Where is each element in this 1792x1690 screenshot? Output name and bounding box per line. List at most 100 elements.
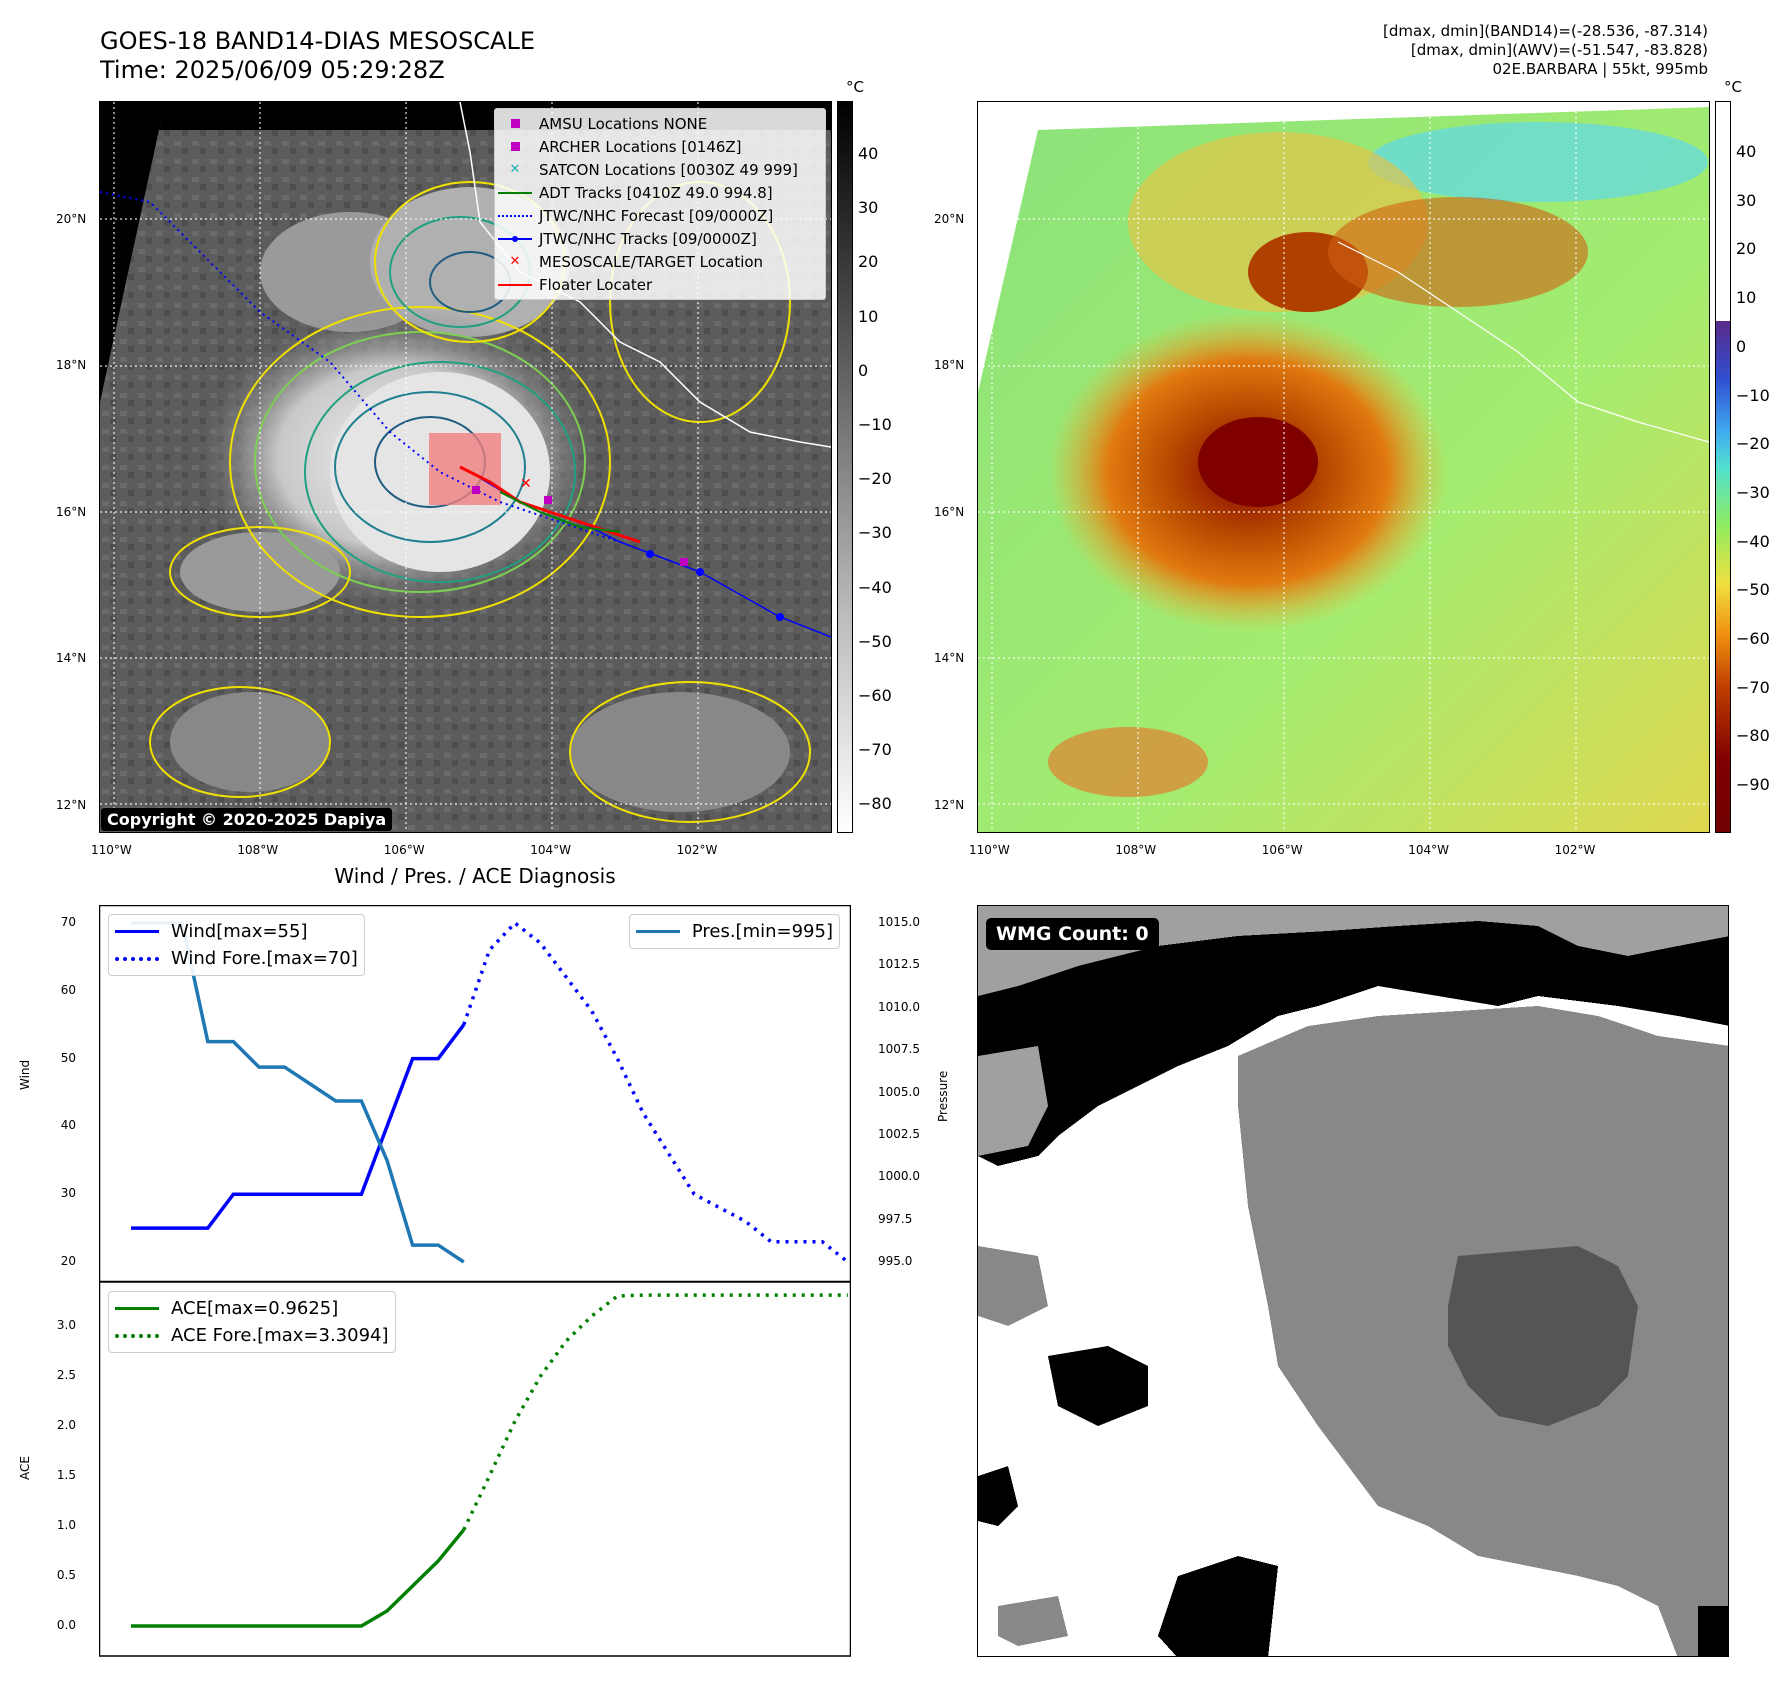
lat-tick-label: 12°N (934, 797, 965, 812)
pressure-tick-label: 1002.5 (878, 1126, 920, 1141)
legend-symbol-icon (495, 214, 535, 217)
colorbar-tick-label: 10 (858, 306, 879, 326)
legend-pressure: Pres.[min=995] (691, 921, 833, 942)
pressure-tick-label: 1007.5 (878, 1042, 920, 1057)
ir-legend-item: JTWC/NHC Forecast [09/0000Z] (495, 204, 825, 227)
ir-legend-item: ✕ MESOSCALE/TARGET Location (495, 250, 825, 273)
chart-title: GOES-18 BAND14-DIAS MESOSCALE Time: 2025… (100, 27, 535, 85)
lat-tick-label: 16°N (934, 504, 965, 519)
ace-tick-label: 2.5 (56, 1368, 76, 1382)
ir-legend-label: JTWC/NHC Forecast [09/0000Z] (539, 206, 774, 225)
copyright-label: Copyright © 2020-2025 Dapiya (101, 808, 393, 831)
diagnosis-plots: Wind[max=55] Wind Fore.[max=70] Pres.[mi… (98, 904, 852, 1657)
storm-info: [dmax, dmin](BAND14)=(-28.536, -87.314) … (1383, 22, 1708, 79)
colorbar-tick-label: 40 (858, 144, 879, 163)
series-line (131, 1023, 466, 1230)
pressure-legend: Pres.[min=995] (628, 914, 840, 949)
colorbar-tick-label: −20 (858, 469, 892, 489)
pressure-tick-label: 1000.0 (878, 1169, 920, 1184)
ir-legend-label: AMSU Locations NONE (539, 114, 708, 133)
ace-tick-label: 2.0 (56, 1418, 76, 1432)
ace-tick-label: 1.0 (56, 1518, 76, 1532)
colorbar-tick-label: −80 (858, 794, 892, 814)
colorbar-tick-label: −20 (1736, 434, 1770, 454)
legend-symbol-icon: ✕ (509, 254, 521, 269)
colorbar-tick-label: −50 (1736, 580, 1770, 600)
wmg-imagery (978, 906, 1728, 1656)
legend-symbol-icon (495, 191, 535, 194)
wv-map-panel (977, 101, 1710, 833)
archer-marker (472, 486, 480, 494)
wind-legend: Wind[max=55] Wind Fore.[max=70] (108, 914, 365, 976)
ir-legend-label: ARCHER Locations [0146Z] (539, 137, 742, 156)
title-line-2: Time: 2025/06/09 05:29:28Z (100, 56, 445, 84)
lon-tick-label: 108°W (1115, 843, 1157, 857)
legend-symbol-icon (495, 235, 535, 242)
lat-tick-label: 12°N (56, 797, 87, 812)
ir-legend-label: ADT Tracks [0410Z 49.0 994.8] (539, 183, 773, 202)
colorbar-tick-label: −10 (858, 415, 892, 434)
wind-tick-label: 40 (60, 1118, 76, 1133)
wmg-count-label: WMG Count: 0 (986, 918, 1159, 950)
legend-symbol-icon (495, 119, 535, 128)
ir-legend-item: Floater Locater (495, 273, 825, 296)
diagnosis-title: Wind / Pres. / ACE Diagnosis (334, 864, 616, 888)
colorbar-tick-label: −60 (858, 686, 892, 705)
wind-tick-label: 30 (60, 1186, 76, 1201)
info-line-2: [dmax, dmin](AWV)=(-51.547, -83.828) (1410, 41, 1708, 59)
svg-text:✕: ✕ (520, 476, 532, 492)
ir-legend-item: ADT Tracks [0410Z 49.0 994.8] (495, 181, 825, 204)
ace-tick-label: 0.0 (56, 1618, 76, 1632)
colorbar-tick-label: −40 (858, 577, 892, 597)
title-line-1: GOES-18 BAND14-DIAS MESOSCALE (100, 27, 536, 55)
wv-colorbar-unit: °C (1724, 78, 1742, 96)
legend-symbol-icon: ✕ (509, 162, 521, 177)
ace-tick-label: 0.5 (56, 1568, 76, 1582)
colorbar-tick-label: −90 (1736, 775, 1770, 795)
wmg-panel: WMG Count: 0 (977, 905, 1729, 1657)
lat-tick-label: 18°N (934, 358, 965, 373)
colorbar-tick-label: −70 (1736, 677, 1770, 697)
ace-axis-label: ACE (18, 1456, 32, 1480)
info-line-1: [dmax, dmin](BAND14)=(-28.536, -87.314) (1383, 22, 1708, 40)
lon-tick-label: 110°W (969, 843, 1010, 857)
colorbar-tick-label: 20 (1736, 239, 1757, 259)
colorbar-tick-label: −40 (1736, 531, 1770, 551)
lat-tick-label: 14°N (56, 651, 87, 666)
ir-legend-item: ✕ SATCON Locations [0030Z 49 999] (495, 158, 825, 181)
lat-tick-label: 20°N (934, 212, 965, 226)
lon-tick-label: 104°W (530, 843, 571, 857)
pressure-tick-label: 997.5 (878, 1211, 913, 1226)
lon-tick-label: 102°W (676, 843, 718, 857)
colorbar-tick-label: −30 (1736, 482, 1770, 502)
ir-legend-label: SATCON Locations [0030Z 49 999] (539, 160, 798, 179)
lon-tick-label: 102°W (1554, 843, 1596, 857)
wind-tick-label: 50 (60, 1050, 76, 1065)
pressure-tick-label: 995.0 (878, 1254, 913, 1268)
ir-legend-item: AMSU Locations NONE (495, 112, 825, 135)
wind-tick-label: 20 (60, 1254, 76, 1268)
legend-ace-fore: ACE Fore.[max=3.3094] (171, 1325, 389, 1346)
legend-ace: ACE[max=0.9625] (171, 1298, 339, 1319)
series-line (462, 1293, 848, 1531)
legend-wind-fore: Wind Fore.[max=70] (171, 948, 358, 969)
ir-colorbar-unit: °C (846, 78, 864, 96)
lon-tick-label: 106°W (1261, 843, 1303, 857)
lat-tick-label: 20°N (56, 212, 87, 226)
pressure-tick-label: 1005.0 (878, 1084, 920, 1099)
lat-tick-label: 18°N (56, 358, 87, 373)
colorbar-tick-label: −80 (1736, 726, 1770, 746)
lon-tick-label: 104°W (1408, 843, 1449, 857)
colorbar-tick-label: 30 (1736, 190, 1757, 210)
colorbar-tick-label: 0 (858, 360, 869, 380)
wind-tick-label: 60 (60, 982, 76, 997)
ir-legend-label: JTWC/NHC Tracks [09/0000Z] (539, 229, 757, 248)
colorbar-tick-label: 30 (858, 198, 879, 218)
ir-legend-label: MESOSCALE/TARGET Location (539, 252, 764, 271)
legend-symbol-icon (495, 142, 535, 151)
pressure-tick-label: 1012.5 (878, 957, 920, 972)
info-line-3: 02E.BARBARA | 55kt, 995mb (1492, 60, 1708, 78)
ir-colorbar (837, 101, 853, 833)
ace-legend: ACE[max=0.9625] ACE Fore.[max=3.3094] (108, 1291, 396, 1353)
ir-map-panel: ✕ Copyright © 2020-2025 Dapiya AMSU Loca… (99, 101, 832, 833)
